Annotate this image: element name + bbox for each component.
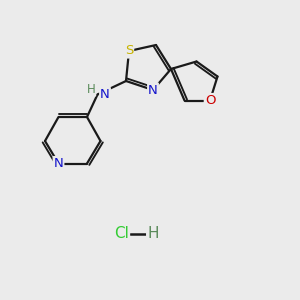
Text: N: N [100, 88, 110, 101]
Text: N: N [54, 157, 63, 170]
Text: N: N [148, 83, 158, 97]
Text: Cl: Cl [114, 226, 129, 242]
Text: O: O [205, 94, 215, 107]
Text: H: H [147, 226, 159, 242]
Text: H: H [86, 82, 95, 96]
Text: S: S [125, 44, 133, 58]
